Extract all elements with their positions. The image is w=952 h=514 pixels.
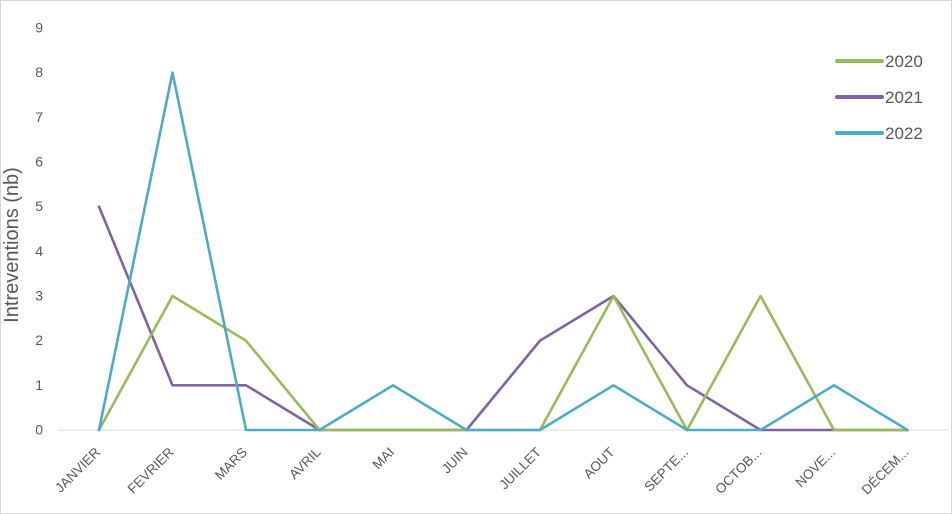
svg-text:3: 3 — [35, 288, 43, 304]
svg-text:OCTOB...: OCTOB... — [712, 445, 764, 497]
svg-text:JUIN: JUIN — [439, 445, 471, 477]
svg-text:NOVE...: NOVE... — [793, 445, 839, 491]
svg-text:JUILLET: JUILLET — [496, 445, 544, 493]
svg-text:2021: 2021 — [885, 88, 923, 107]
svg-text:9: 9 — [35, 20, 43, 36]
svg-text:2020: 2020 — [885, 52, 923, 71]
svg-text:7: 7 — [35, 109, 43, 125]
svg-text:8: 8 — [35, 64, 43, 80]
svg-text:SEPTE...: SEPTE... — [641, 445, 691, 495]
svg-text:5: 5 — [35, 198, 43, 214]
svg-text:Intreventions (nb): Intreventions (nb) — [1, 167, 23, 323]
svg-text:FEVRIER: FEVRIER — [125, 444, 177, 496]
svg-text:AOUT: AOUT — [580, 445, 617, 482]
svg-text:2: 2 — [35, 332, 43, 348]
svg-text:6: 6 — [35, 154, 43, 170]
svg-text:JANVIER: JANVIER — [52, 444, 103, 495]
svg-text:2022: 2022 — [885, 124, 923, 143]
svg-text:0: 0 — [35, 422, 43, 438]
svg-text:MARS: MARS — [212, 445, 250, 483]
svg-text:MAI: MAI — [370, 445, 398, 473]
svg-text:DÉCEM...: DÉCEM... — [859, 445, 912, 498]
svg-text:1: 1 — [35, 377, 43, 393]
svg-text:AVRIL: AVRIL — [286, 444, 324, 482]
svg-text:4: 4 — [35, 243, 43, 259]
